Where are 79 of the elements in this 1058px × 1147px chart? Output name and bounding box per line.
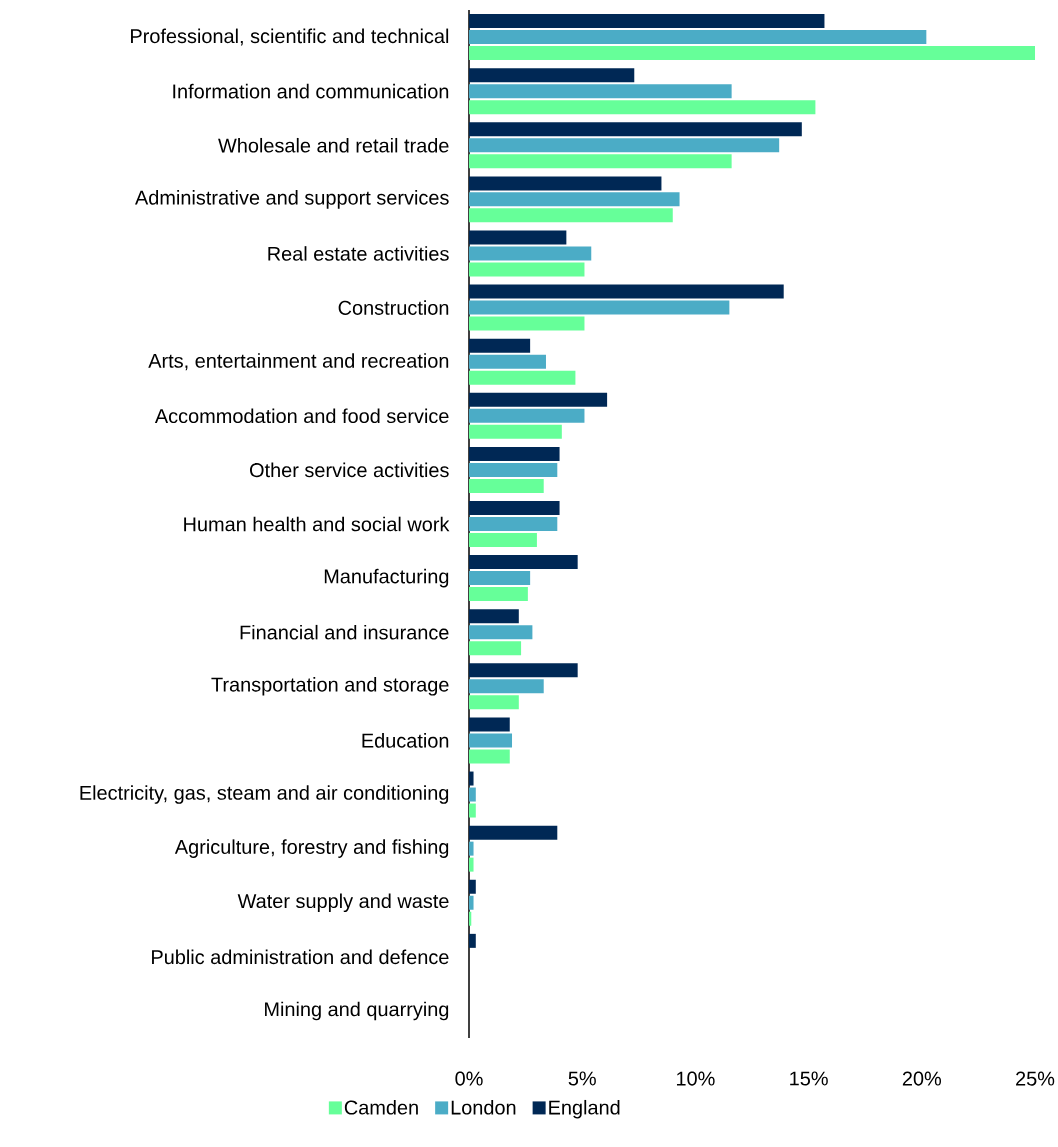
x-tick-label: 5% <box>568 1071 596 1086</box>
bar <box>468 933 476 948</box>
bar <box>468 46 1035 61</box>
bar <box>468 316 585 331</box>
y-tick-label: Water supply and waste <box>237 893 449 913</box>
bar <box>468 825 558 840</box>
bar <box>468 571 531 586</box>
bar <box>468 462 558 477</box>
y-tick-label: Electricity, gas, steam and air conditioning <box>80 785 448 804</box>
bar <box>468 771 474 786</box>
bar <box>468 154 732 169</box>
y-tick-label: Financial and insurance <box>240 624 449 640</box>
bar <box>468 176 662 191</box>
bar <box>468 587 528 602</box>
x-tick-label: 10% <box>676 1071 715 1086</box>
bar <box>468 370 576 385</box>
x-tick-label: 15% <box>790 1071 828 1086</box>
bar <box>468 717 510 732</box>
y-tick-label: Education <box>362 733 449 748</box>
bar <box>468 787 476 802</box>
bar <box>468 501 560 516</box>
y-tick-label: Human health and social work <box>184 516 450 532</box>
bar <box>468 733 512 748</box>
bar <box>468 424 562 439</box>
bar <box>468 122 802 137</box>
bar <box>468 857 474 872</box>
legend-label: London <box>451 1099 516 1115</box>
legend-label: Camden <box>344 1099 418 1115</box>
x-tick-label: 25% <box>1015 1071 1055 1086</box>
y-tick-label: Public administration and defence <box>151 949 449 965</box>
y-tick-label: Mining and quarrying <box>264 1001 449 1021</box>
bar <box>468 100 816 115</box>
bar <box>468 246 592 261</box>
bar <box>468 663 578 678</box>
y-tick-label: Information and communication <box>173 83 449 99</box>
bar <box>468 300 730 315</box>
bar <box>468 625 533 640</box>
bar <box>468 803 476 818</box>
bar <box>468 84 732 99</box>
y-tick-label: Administrative and support services <box>134 190 449 209</box>
bar <box>468 695 519 710</box>
bar <box>468 68 635 83</box>
bar <box>468 879 476 894</box>
bar <box>468 208 673 223</box>
bar <box>468 679 544 694</box>
y-tick-label: Wholesale and retail trade <box>217 137 449 153</box>
y-tick-label: Agriculture, forestry and fishing <box>174 839 449 858</box>
bar <box>468 284 784 299</box>
y-tick-label: Real estate activities <box>268 246 449 261</box>
bar <box>468 30 927 45</box>
bar <box>468 408 585 423</box>
bar <box>468 609 519 624</box>
y-tick-label: Manufacturing <box>324 568 449 588</box>
bar <box>468 555 578 570</box>
bar <box>468 533 537 547</box>
bar <box>468 841 474 856</box>
y-tick-label: Other service activities <box>249 462 449 478</box>
bar <box>468 392 607 407</box>
y-tick-label: Construction <box>338 300 449 315</box>
legend-label: England <box>549 1099 620 1119</box>
y-tick-label: Accommodation and food service <box>154 408 449 424</box>
y-tick-label: Transportation and storage <box>211 677 449 696</box>
y-tick-label: Arts, entertainment and recreation <box>148 353 449 371</box>
bar <box>468 641 521 656</box>
bar <box>468 478 544 493</box>
bar <box>468 446 560 461</box>
bar <box>468 749 510 764</box>
bar <box>468 230 567 245</box>
x-tick-label: 20% <box>902 1071 941 1086</box>
bar <box>468 262 585 277</box>
bar <box>468 192 680 207</box>
y-tick-label: Professional, scientific and technical <box>130 28 448 46</box>
bar <box>468 517 558 532</box>
bar <box>468 895 474 910</box>
bar <box>468 14 825 29</box>
x-tick-label: 0% <box>455 1071 483 1086</box>
bar <box>468 354 546 369</box>
bar <box>468 338 531 353</box>
bar <box>468 138 780 153</box>
